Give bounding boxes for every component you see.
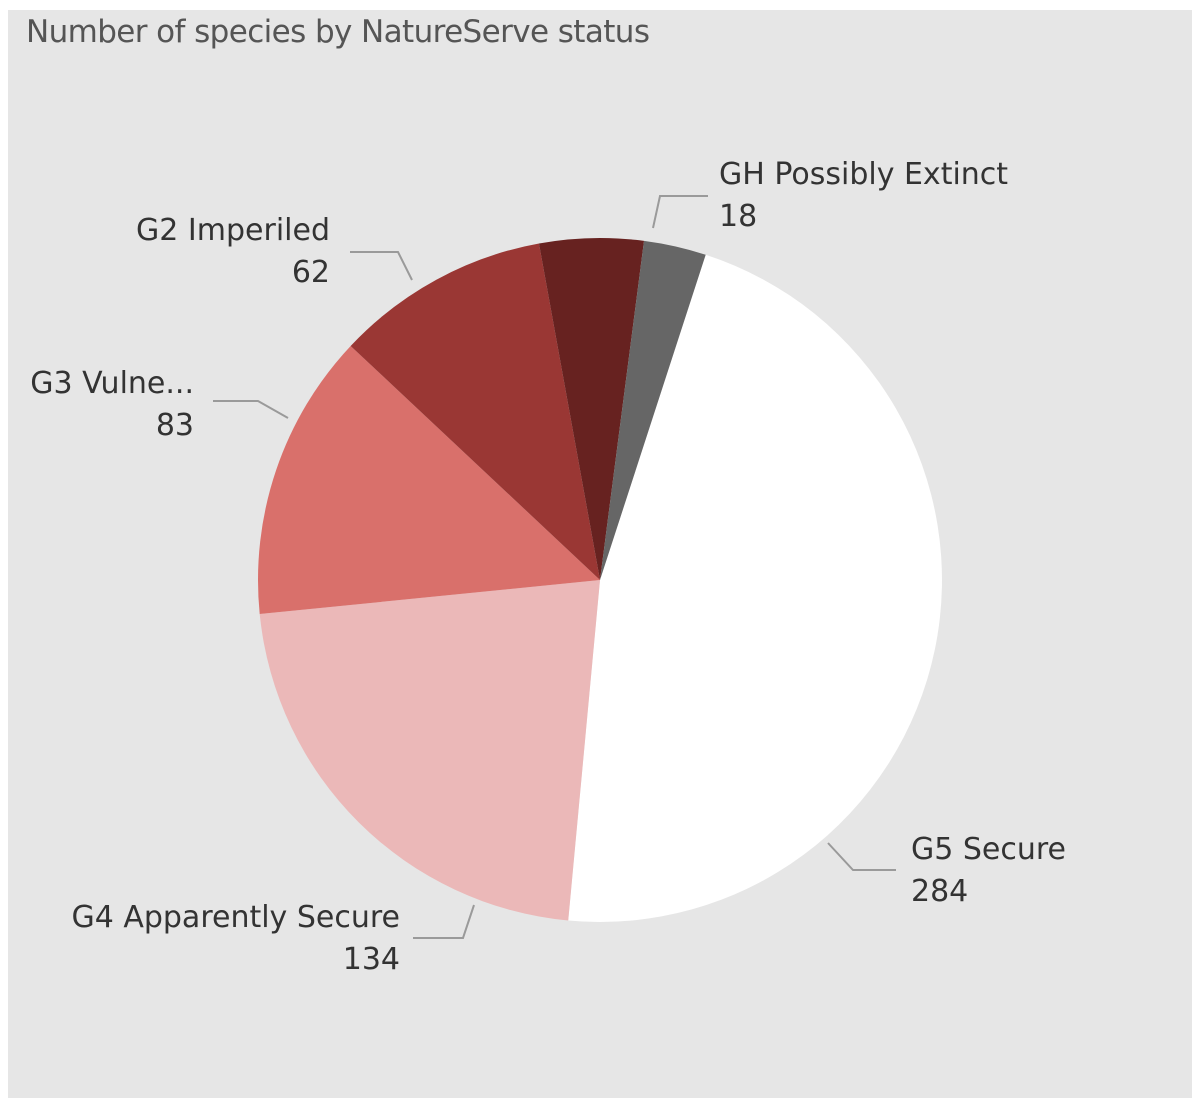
slice-value-label-0: 284 (911, 874, 968, 909)
leader-line-5 (652, 195, 708, 229)
chart-title: Number of species by NatureServe status (26, 14, 650, 50)
pie-slice-0[interactable] (568, 254, 942, 922)
slice-value-label-5: 18 (719, 199, 757, 234)
slice-category-label-1: G4 Apparently Secure (71, 900, 400, 935)
pie-slice-2[interactable] (257, 345, 600, 615)
slice-category-label-0: G5 Secure (911, 832, 1066, 867)
chart-card: Number of species by NatureServe status … (8, 10, 1192, 1098)
leader-line-2 (213, 400, 289, 419)
leader-line-3 (350, 251, 413, 281)
slice-category-label-2: G3 Vulne... (30, 366, 194, 401)
leader-line-0 (827, 842, 896, 871)
pie-chart: G5 Secure 284 G4 Apparently Secure 134 G3 Vu… (30, 157, 1066, 977)
pie-slice-1[interactable] (259, 580, 600, 921)
slice-value-label-1: 134 (343, 942, 400, 977)
pie-slice-4[interactable] (538, 237, 645, 581)
pie-slice-3[interactable] (350, 243, 600, 581)
leader-line-1 (413, 904, 475, 939)
pie-slice-5[interactable] (600, 240, 706, 580)
slice-value-label-2: 83 (156, 408, 194, 443)
slice-value-label-3: 62 (292, 255, 330, 290)
slice-category-label-5: GH Possibly Extinct (719, 157, 1008, 192)
slice-category-label-3: G2 Imperiled (136, 213, 330, 248)
